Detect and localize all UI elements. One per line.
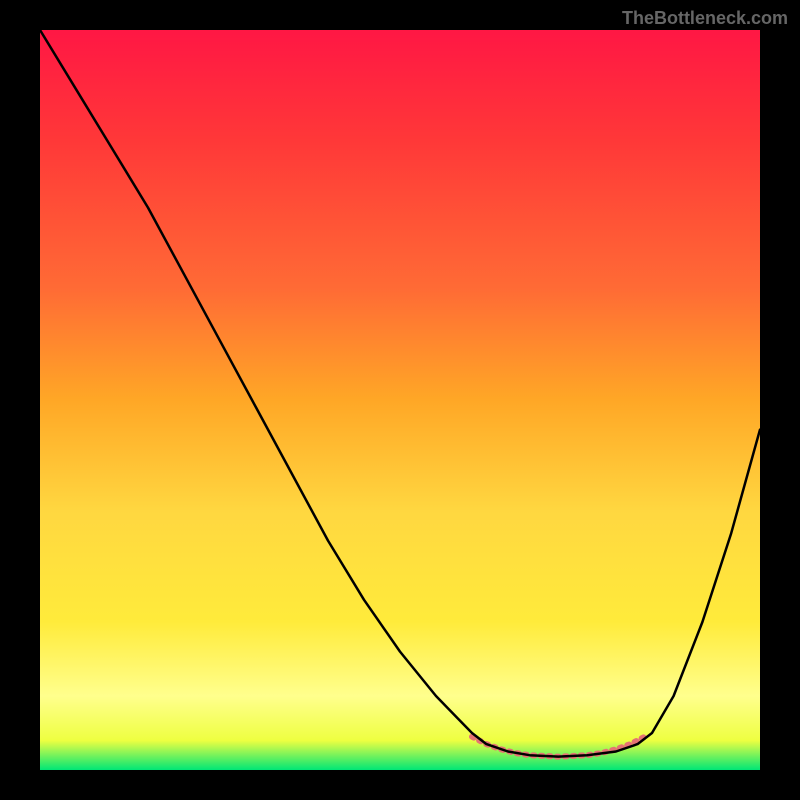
optimal-range-marker [472, 737, 645, 757]
plot-area [40, 30, 760, 770]
attribution-text: TheBottleneck.com [622, 8, 788, 29]
bottleneck-curve [40, 30, 760, 757]
curve-layer [40, 30, 760, 770]
